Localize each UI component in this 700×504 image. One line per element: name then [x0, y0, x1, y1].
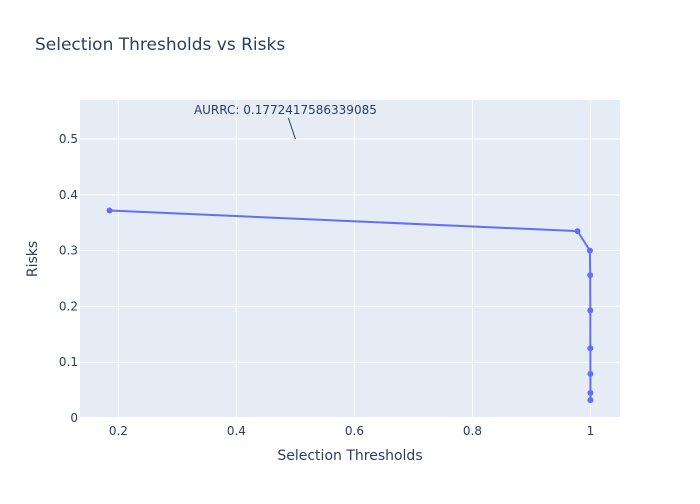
y-tick-label: 0.3 [59, 244, 78, 258]
annotation-label: AURRC: 0.1772417586339085 [194, 103, 377, 117]
x-tick-label: 0.4 [227, 424, 246, 438]
data-point[interactable] [587, 307, 594, 314]
annotation-arrow [287, 117, 296, 140]
y-tick-label: 0.5 [59, 132, 78, 146]
x-axis-title: Selection Thresholds [277, 448, 422, 464]
data-point[interactable] [587, 345, 594, 352]
data-point[interactable] [586, 247, 593, 254]
y-axis-title: Risks [25, 241, 41, 277]
chart-title: Selection Thresholds vs Risks [35, 35, 285, 55]
y-tick-label: 0.2 [59, 299, 78, 313]
y-tick-label: 0 [70, 411, 78, 425]
plot-background [80, 100, 620, 418]
data-point[interactable] [587, 397, 594, 404]
data-point[interactable] [574, 228, 581, 235]
tick-layer: 0.2 0.4 0.6 0.8 1 0 0.1 0.2 0.3 0.4 0.5 [59, 132, 594, 438]
data-point[interactable] [587, 272, 594, 279]
x-tick-label: 0.6 [345, 424, 364, 438]
x-tick-label: 1 [587, 424, 595, 438]
annotation-layer: AURRC: 0.1772417586339085 [194, 103, 377, 140]
data-point[interactable] [106, 207, 113, 214]
y-tick-label: 0.4 [59, 188, 78, 202]
x-tick-label: 0.8 [463, 424, 482, 438]
data-point[interactable] [587, 370, 594, 377]
x-tick-label: 0.2 [109, 424, 128, 438]
y-tick-label: 0.1 [59, 355, 78, 369]
data-point[interactable] [587, 389, 594, 396]
series-layer [106, 207, 594, 404]
